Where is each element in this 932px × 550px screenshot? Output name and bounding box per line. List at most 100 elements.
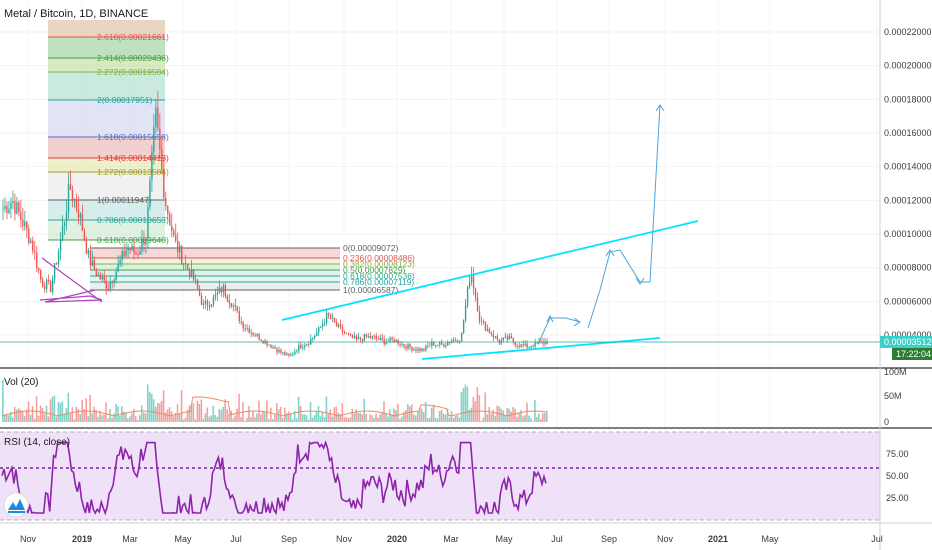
volume-bar (220, 409, 222, 422)
last-price-badge (880, 336, 932, 348)
volume-bar (117, 406, 119, 422)
candle-body (125, 250, 127, 257)
candle-body (43, 286, 46, 289)
volume-bar (7, 415, 10, 422)
x-tick-label: Nov (657, 534, 674, 544)
volume-axis[interactable]: 100M 50M 0 (884, 367, 907, 427)
volume-bar (180, 390, 183, 422)
volume-bar (101, 415, 103, 422)
time-axis[interactable]: Nov 2019 Mar May Jul Sep Nov 2020 Mar May Jul Sep No… (20, 534, 883, 544)
volume-title[interactable]: Vol (20) (4, 377, 38, 388)
candle-body (121, 251, 123, 261)
volume-bar (93, 406, 95, 422)
candle-body (494, 336, 497, 338)
volume-bar (544, 412, 546, 422)
fib-zone (90, 282, 340, 290)
volume-bar (446, 408, 449, 422)
fib-zone (90, 276, 340, 282)
volume-bar (218, 409, 221, 422)
candle-body (145, 238, 147, 245)
x-tick-label: Mar (122, 534, 138, 544)
volume-bar (212, 405, 215, 422)
candle-body (216, 292, 219, 295)
candle-body (256, 333, 258, 336)
fib-level-label: 0(0.00009072) (343, 243, 398, 253)
price-axis[interactable]: 0.00022000 0.00020000 0.00018000 0.00016000… (884, 27, 932, 340)
candle-body (401, 343, 403, 345)
fib-level-label: 0.618(0.00009640) (97, 235, 169, 245)
candle-body (45, 279, 48, 289)
volume-bar (164, 412, 167, 422)
candle-body (190, 269, 193, 278)
volume-bar (238, 393, 240, 422)
volume-bar (542, 413, 544, 422)
candle-body (20, 212, 22, 220)
volume-bar (51, 396, 54, 422)
volume-bar (458, 417, 461, 422)
volume-bar (260, 414, 262, 422)
candle-body (514, 342, 516, 346)
volume-bar (355, 409, 357, 422)
volume-bar (426, 418, 429, 422)
volume-bar (450, 411, 453, 422)
candle-body (169, 214, 171, 226)
rsi-axis[interactable]: 75.00 50.00 25.00 (886, 449, 909, 503)
volume-bar (438, 410, 441, 422)
candle-body (81, 213, 84, 231)
volume-bar (119, 415, 121, 422)
candle-body (69, 184, 72, 190)
volume-bar (307, 419, 310, 422)
volume-bar (323, 417, 326, 422)
candle-body (329, 314, 332, 319)
candle-body (167, 206, 169, 215)
candle-body (242, 322, 244, 329)
candle-body (345, 333, 348, 334)
volume-bar (204, 413, 207, 422)
candle-body (206, 301, 209, 306)
candle-body (40, 270, 42, 280)
fib-retracement: 0(0.00009072)0.236(0.00008486)0.382(0.00… (90, 243, 415, 295)
candle-body (73, 199, 76, 200)
volume-bar (311, 417, 314, 422)
volume-bar (285, 413, 288, 422)
fib-zone (90, 258, 340, 264)
chart-title[interactable]: Metal / Bitcoin, 1D, BINANCE (4, 8, 148, 20)
volume-bar (75, 406, 78, 422)
candle-body (544, 341, 546, 344)
volume-bar (77, 409, 80, 422)
volume-bar (240, 416, 242, 422)
fib-zone (48, 20, 165, 37)
candle-body (177, 240, 179, 253)
tradingview-logo-icon[interactable] (3, 492, 29, 518)
volume-bar (343, 417, 346, 422)
candle-body (335, 322, 338, 327)
candle-body (226, 296, 229, 301)
volume-bar (325, 396, 328, 422)
candle-body (462, 320, 465, 333)
candle-body (175, 234, 177, 241)
volume-bar (486, 414, 489, 422)
volume-bar (454, 416, 457, 422)
volume-bar (524, 415, 526, 422)
volume-bar (21, 411, 24, 422)
candle-body (357, 337, 360, 340)
volume-bar (150, 393, 153, 422)
volume-bar (536, 416, 538, 422)
x-tick-label: 2021 (708, 534, 728, 544)
volume-bar (154, 406, 157, 422)
y-tick-label: 0.00020000 (884, 61, 932, 71)
volume-bar (246, 417, 248, 422)
volume-bar (414, 415, 417, 422)
volume-bar (9, 411, 12, 422)
candle-body (113, 279, 115, 284)
candle-body (433, 341, 435, 346)
rsi-title[interactable]: RSI (14, close) (4, 437, 70, 448)
volume-bar (133, 409, 135, 422)
candle-body (298, 344, 300, 352)
volume-bar (492, 409, 494, 422)
candle-body (30, 240, 32, 243)
candle-body (254, 334, 256, 336)
candle-body (85, 240, 88, 254)
volume-bar (99, 410, 101, 422)
